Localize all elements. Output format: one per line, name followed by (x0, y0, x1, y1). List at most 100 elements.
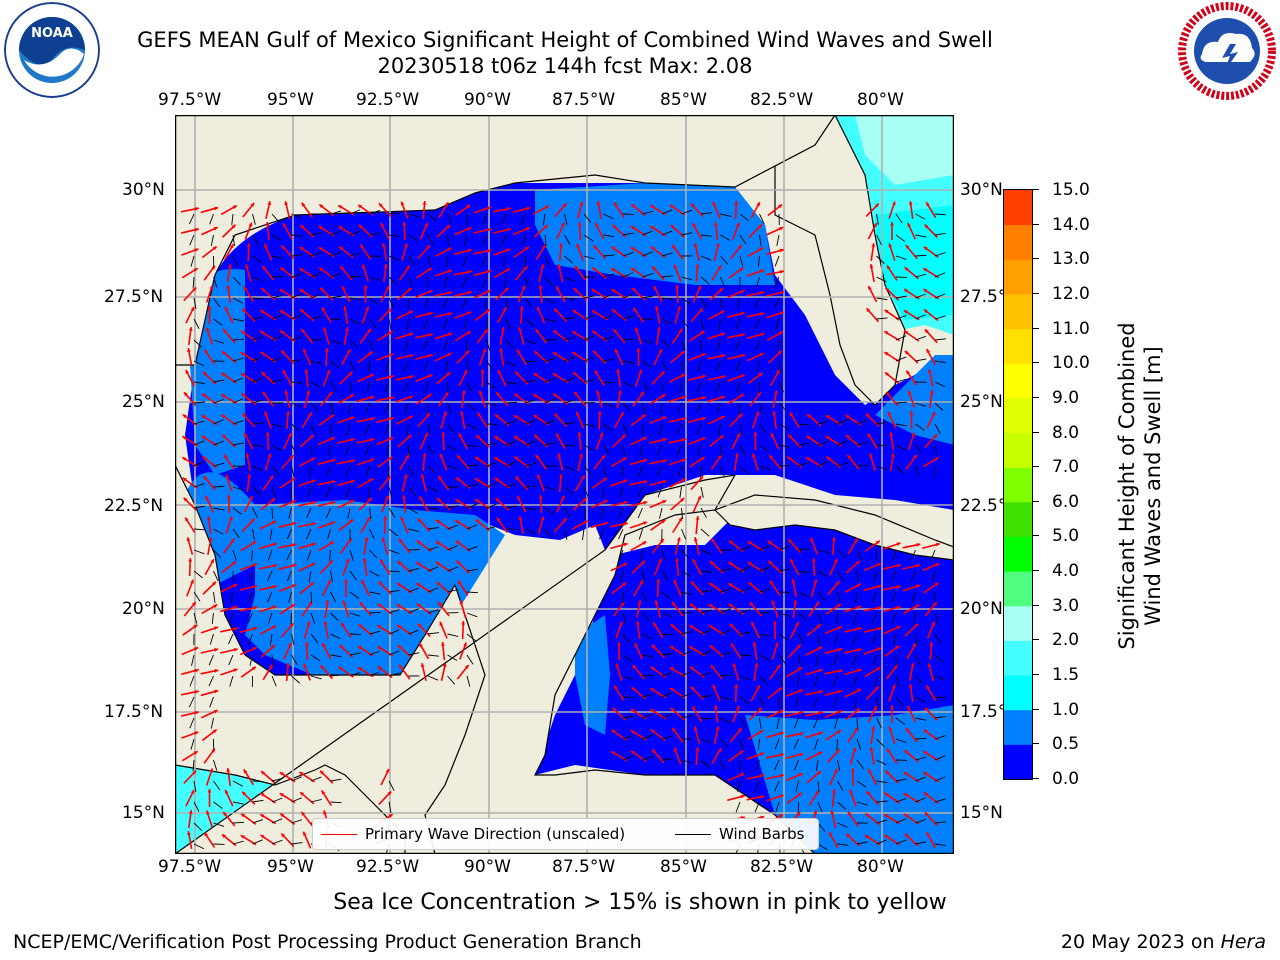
wind-barb (291, 381, 303, 384)
wind-barb (466, 546, 478, 551)
wave-arrow-head (799, 710, 804, 715)
wave-arrow-head (389, 374, 394, 379)
wave-arrow-head (284, 390, 289, 395)
wind-barb (915, 654, 921, 666)
wind-barb (778, 633, 789, 641)
wind-barb (876, 421, 888, 425)
wave-arrow-head (847, 811, 852, 816)
wave-arrow-head (207, 306, 212, 310)
wave-arrow-head (623, 522, 628, 526)
wind-barb (271, 654, 274, 666)
wave-arrow-head (407, 288, 412, 292)
wave-arrow-head (330, 521, 335, 525)
wind-barb (619, 486, 624, 498)
wind-barb (291, 654, 298, 665)
wave-arrow-head (330, 541, 335, 545)
wave-arrow-head (650, 688, 655, 692)
wind-barb (427, 507, 439, 510)
wind-barb (837, 843, 849, 846)
wave-arrow-head (747, 562, 752, 566)
coastline (174, 114, 955, 856)
wind-barb (876, 465, 888, 471)
wave-arrow-head (654, 600, 659, 605)
wave-arrow-head (634, 642, 638, 647)
wave-arrow-head (562, 518, 567, 523)
wave-arrow-head (442, 663, 447, 668)
wave-arrow-head (760, 795, 765, 799)
wave-arrow-head (399, 664, 403, 669)
wind-barb (876, 738, 885, 748)
wind-barb (310, 444, 313, 456)
wind-barb (209, 696, 214, 708)
wind-barb (308, 465, 312, 477)
wave-arrow-head (228, 516, 233, 521)
wind-barb (697, 360, 702, 372)
wave-arrow-head (506, 207, 511, 211)
wave-arrow-head (345, 558, 350, 563)
wind-barb (252, 465, 263, 472)
wave-arrow-head (601, 454, 606, 459)
wind-barb (837, 440, 848, 446)
wind-barb (564, 486, 574, 495)
wave-arrow-head (818, 646, 823, 651)
wave-arrow-head (631, 687, 636, 692)
wave-arrow-head (214, 647, 219, 652)
wave-arrow-head (866, 308, 871, 313)
wind-barb (856, 570, 859, 582)
wave-arrow-head (309, 435, 314, 439)
wind-barb (910, 549, 916, 561)
wave-arrow-head (209, 285, 214, 290)
wave-arrow-head (650, 205, 655, 209)
wave-arrow-head (389, 353, 394, 357)
wind-barb (408, 276, 413, 288)
wave-arrow-head (260, 834, 265, 839)
wave-arrow-head (245, 264, 249, 269)
wave-arrow-head (226, 768, 231, 772)
wind-barb (442, 297, 448, 309)
wave-arrow-head (778, 331, 783, 335)
wind-barb (679, 381, 682, 393)
wind-barb (369, 297, 379, 305)
wave-arrow-head (759, 730, 764, 734)
wave-arrow-head (868, 768, 872, 773)
wind-barb (700, 738, 712, 744)
wave-arrow-head (622, 457, 627, 461)
wave-arrow-head (779, 226, 784, 231)
wind-barb (447, 213, 453, 225)
wave-arrow-head (838, 689, 843, 694)
wave-arrow-head (630, 730, 635, 734)
wind-barb (736, 381, 741, 393)
wave-arrow-head (734, 453, 739, 457)
wave-arrow-head (871, 726, 876, 730)
wave-arrow-head (826, 456, 831, 461)
wave-arrow-head (846, 435, 851, 439)
wave-arrow-head (428, 353, 433, 358)
wind-barb (891, 612, 897, 624)
wave-arrow-head (675, 558, 679, 562)
wave-arrow-head (806, 436, 811, 440)
colorbar-tick-label: 2.0 (1052, 630, 1080, 651)
wind-barb (252, 336, 264, 341)
wave-arrow-head (537, 306, 541, 311)
wave-arrow-head (192, 287, 197, 292)
wave-arrow-head (260, 351, 265, 356)
wave-arrow-head (240, 373, 245, 377)
wave-arrow-head (455, 499, 460, 503)
wave-arrow-head (680, 351, 685, 355)
wind-barb (658, 423, 663, 435)
colorbar-tick-mark (1033, 535, 1039, 537)
wind-barb (817, 549, 829, 554)
wave-arrow-head (194, 227, 199, 232)
wave-arrow-head (280, 330, 285, 335)
wind-barb (366, 381, 370, 393)
wind-barb (525, 360, 537, 363)
wave-arrow-head (281, 245, 286, 250)
wave-arrow-head (835, 749, 840, 754)
wind-barb (700, 609, 712, 614)
wave-arrow-head (924, 812, 929, 817)
wind-barb (542, 213, 546, 225)
wave-arrow-head (593, 350, 597, 355)
wind-barb (447, 381, 449, 394)
wind-barb (895, 778, 907, 782)
wind-barb (793, 738, 799, 750)
